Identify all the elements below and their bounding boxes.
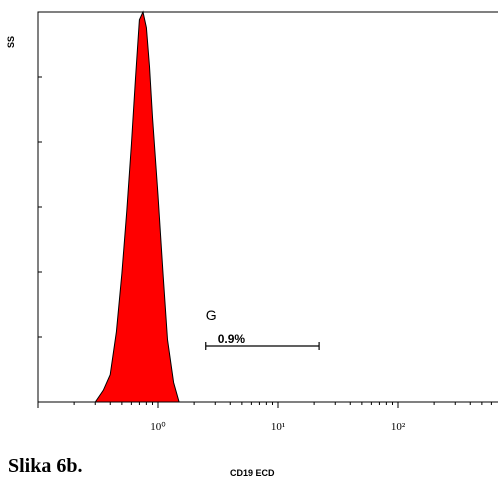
y-axis-label: SS: [6, 36, 16, 48]
x-tick-label: 10²: [391, 421, 406, 433]
plot-axes: 10⁰10¹10²10³SS: [6, 11, 498, 433]
x-axis-label: CD19 ECD: [230, 468, 275, 478]
histogram-area: [94, 10, 180, 403]
figure-caption: Slika 6b.: [8, 455, 83, 477]
gate-marker: G0.9%: [205, 307, 320, 350]
histogram-series: [94, 10, 180, 403]
plot-frame: [37, 11, 498, 403]
gate-percent: 0.9%: [218, 332, 246, 346]
gate-label: G: [206, 307, 217, 323]
x-tick-label: 10¹: [271, 421, 285, 433]
x-tick-label: 10⁰: [150, 421, 166, 433]
